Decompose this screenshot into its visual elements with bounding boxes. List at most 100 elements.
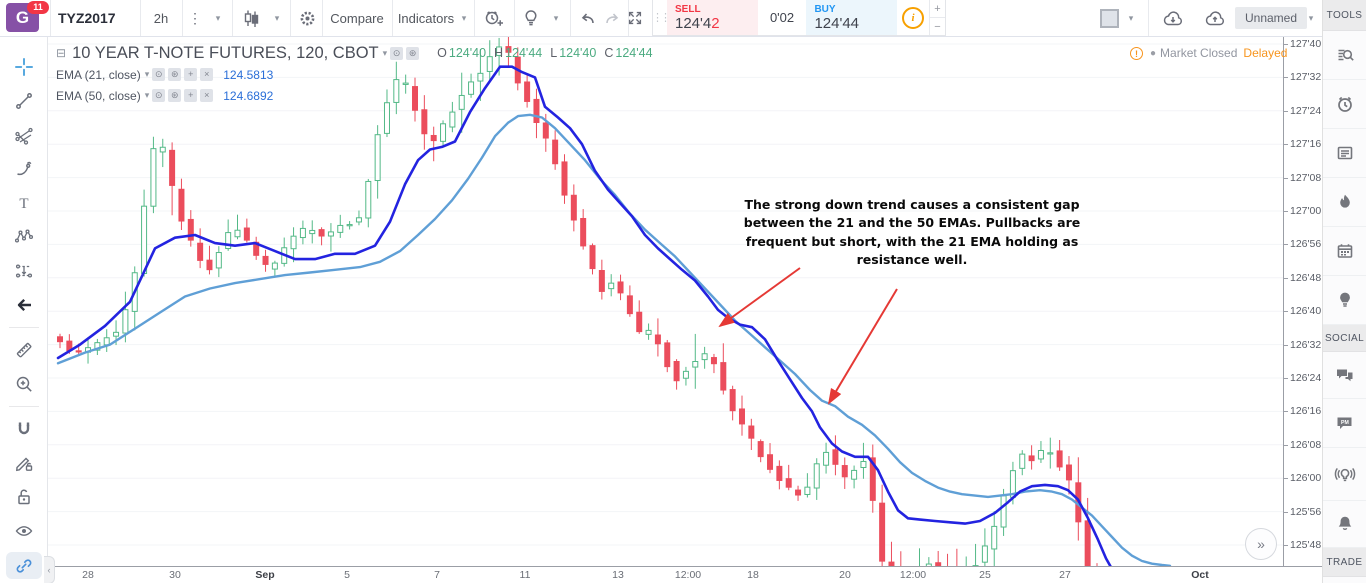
- layout-select-caret[interactable]: ▾: [1128, 12, 1134, 23]
- quantity-stepper[interactable]: + −: [928, 0, 945, 35]
- order-panel-drag-handle[interactable]: ⋮⋮: [652, 12, 671, 24]
- candle-body: [692, 361, 699, 368]
- interval-menu-icon[interactable]: ⋮: [188, 9, 202, 26]
- back-arrow-icon[interactable]: [0, 288, 48, 322]
- ema-line: [56, 65, 1112, 566]
- ema50-settings-icon[interactable]: ⊛: [168, 89, 182, 102]
- status-alert-icon[interactable]: !: [1130, 46, 1143, 60]
- measure-ruler-icon[interactable]: [0, 333, 48, 367]
- symbol-input[interactable]: TYZ2017: [58, 10, 116, 26]
- ema21-settings-icon[interactable]: ⊛: [168, 68, 182, 81]
- notifications-bell-icon[interactable]: [1323, 501, 1366, 548]
- candle-body: [851, 469, 858, 480]
- fullscreen-icon[interactable]: [620, 0, 650, 36]
- hide-drawings-eye-icon[interactable]: [0, 514, 48, 548]
- buy-button[interactable]: BUY 124'44: [806, 0, 898, 35]
- price-axis[interactable]: 127'40 127'32 127'24 127'16 127'08 127'00 126'…: [1283, 36, 1322, 566]
- candle-body: [645, 329, 652, 335]
- tab-trade[interactable]: TRADE: [1323, 548, 1366, 577]
- annotation-arrow[interactable]: [718, 267, 801, 328]
- series-settings-icon[interactable]: ⊛: [406, 46, 420, 60]
- alerts-clock-icon[interactable]: [1323, 80, 1366, 129]
- calendar-icon[interactable]: [1323, 227, 1366, 276]
- news-icon[interactable]: [1323, 129, 1366, 178]
- layout-select-icon[interactable]: [1096, 0, 1122, 36]
- indicator-row-ema50[interactable]: EMA (50, close) ▾ ⊙ ⊛ + × 124.6892: [56, 88, 274, 103]
- indicator-row-ema21[interactable]: EMA (21, close) ▾ ⊙ ⊛ + × 124.5813: [56, 67, 274, 82]
- series-visibility-icon[interactable]: ⊙: [390, 46, 404, 60]
- load-layout-cloud-icon[interactable]: [1152, 0, 1194, 36]
- candle-body: [383, 102, 390, 134]
- time-tick-label: 12:00: [674, 569, 702, 581]
- candle-body: [832, 449, 839, 465]
- ema50-remove-icon[interactable]: ×: [200, 89, 214, 102]
- screener-icon[interactable]: [1323, 31, 1366, 80]
- sync-link-button[interactable]: [5, 552, 42, 579]
- layout-name-caret[interactable]: ▾: [1308, 12, 1314, 23]
- magnet-tool-icon[interactable]: [0, 412, 48, 446]
- tab-tools[interactable]: TOOLS: [1323, 0, 1366, 31]
- crosshair-tool-icon[interactable]: [0, 50, 48, 84]
- redo-icon[interactable]: [600, 0, 626, 36]
- ideas-bulb-icon[interactable]: [516, 0, 546, 36]
- tab-social[interactable]: SOCIAL: [1323, 325, 1366, 352]
- candlestick-plot[interactable]: [48, 36, 1283, 566]
- time-tick-label: 18: [747, 569, 759, 581]
- chats-icon[interactable]: [1323, 352, 1366, 399]
- ideas-stream-icon[interactable]: [1323, 448, 1366, 501]
- save-layout-cloud-icon[interactable]: [1194, 0, 1236, 36]
- ema21-remove-icon[interactable]: ×: [200, 68, 214, 81]
- chart-style-icon[interactable]: [236, 0, 266, 36]
- ema50-visibility-icon[interactable]: ⊙: [152, 89, 166, 102]
- text-tool-icon[interactable]: T: [0, 186, 48, 220]
- status-dot-icon: ●: [1150, 47, 1157, 59]
- quantity-minus[interactable]: −: [934, 20, 941, 33]
- time-tick-label: 7: [434, 569, 440, 581]
- private-messages-icon[interactable]: PM: [1323, 399, 1366, 448]
- gann-fib-tools-icon[interactable]: [0, 118, 48, 152]
- time-axis[interactable]: 28 30 Sep 5 7 11 13 12:00 18 20 12:00 25 27 Oct: [48, 566, 1322, 583]
- zoom-in-tool-icon[interactable]: [0, 367, 48, 401]
- delayed-label[interactable]: Delayed: [1243, 46, 1288, 60]
- scroll-to-latest-button[interactable]: »: [1245, 528, 1277, 560]
- chart-style-caret[interactable]: ▾: [274, 12, 280, 23]
- add-alert-icon[interactable]: [476, 0, 512, 36]
- brush-tool-icon[interactable]: [0, 152, 48, 186]
- ema21-add-icon[interactable]: +: [184, 68, 198, 81]
- indicators-button[interactable]: Indicators: [397, 10, 455, 26]
- undo-icon[interactable]: [574, 0, 600, 36]
- ideas-bulb-icon-sidebar[interactable]: [1323, 276, 1366, 325]
- time-tick-label: 12:00: [899, 569, 927, 581]
- symbol-title-caret[interactable]: ▾: [382, 47, 388, 58]
- order-info-icon[interactable]: i: [897, 0, 929, 35]
- forecast-tool-icon[interactable]: [0, 254, 48, 288]
- quantity-plus[interactable]: +: [929, 0, 945, 18]
- candle-body: [290, 235, 297, 250]
- chart-area[interactable]: ⊟ 10 YEAR T-NOTE FUTURES, 120, CBOT ▾ ⊙ …: [48, 36, 1322, 583]
- annotation-arrow[interactable]: [827, 288, 898, 405]
- drawing-mode-lock-icon[interactable]: [0, 446, 48, 480]
- sell-button[interactable]: SELL 124'42: [667, 0, 758, 35]
- candle-body: [1000, 495, 1007, 528]
- candle-body: [337, 224, 344, 233]
- trend-line-tool-icon[interactable]: [0, 84, 48, 118]
- lock-all-icon[interactable]: [0, 480, 48, 514]
- layout-name[interactable]: Unnamed: [1234, 0, 1308, 36]
- candle-body: [299, 227, 306, 239]
- chart-annotation-text[interactable]: The strong down trend causes a consisten…: [743, 197, 1081, 268]
- chart-properties-gear-icon[interactable]: [293, 0, 321, 36]
- ema50-add-icon[interactable]: +: [184, 89, 198, 102]
- ideas-caret[interactable]: ▾: [553, 12, 559, 23]
- symbol-title[interactable]: 10 YEAR T-NOTE FUTURES, 120, CBOT: [72, 43, 379, 62]
- ema21-visibility-icon[interactable]: ⊙: [152, 68, 166, 81]
- hotlist-flame-icon[interactable]: [1323, 178, 1366, 227]
- compare-button[interactable]: Compare: [330, 10, 384, 26]
- legend-collapse-icon[interactable]: ⊟: [56, 46, 67, 60]
- indicators-caret[interactable]: ▾: [461, 12, 467, 23]
- interval-button[interactable]: 2h: [153, 10, 169, 26]
- interval-dropdown-caret[interactable]: ▾: [215, 12, 221, 23]
- time-tick-label: 27: [1059, 569, 1071, 581]
- toolbar-collapse-handle[interactable]: ‹: [44, 556, 55, 583]
- pattern-tool-icon[interactable]: [0, 220, 48, 254]
